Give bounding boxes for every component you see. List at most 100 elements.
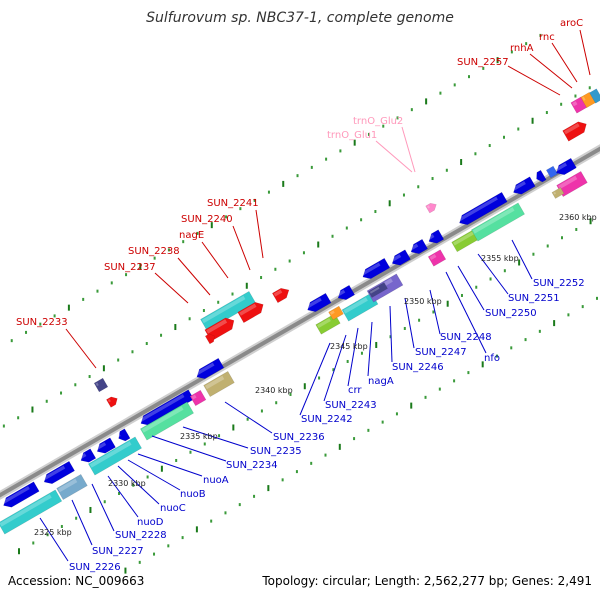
- tick-mark: [96, 289, 99, 293]
- gene-rev-10: [361, 257, 391, 280]
- tick-mark: [195, 526, 198, 533]
- gene-rev-4: [95, 437, 116, 454]
- tick-mark: [546, 244, 549, 248]
- tick-mark: [46, 533, 49, 537]
- tick-mark: [117, 358, 120, 362]
- gene-highlight: [343, 297, 368, 314]
- gene-highlight: [89, 441, 132, 468]
- tick-mark: [124, 567, 127, 574]
- tick-mark: [389, 335, 392, 339]
- leader-nfo: [445, 271, 487, 354]
- gene-highlight: [141, 406, 184, 433]
- gene-highlight: [79, 453, 87, 459]
- leader-sun-2242: [299, 342, 331, 416]
- gene-rev-magenta-2: [427, 249, 447, 267]
- gene-rev-1: [2, 481, 40, 508]
- tick-mark: [202, 309, 205, 313]
- gene-highlight: [317, 318, 331, 328]
- tick-mark: [510, 50, 513, 54]
- tick-mark: [118, 491, 121, 495]
- tick-mark: [203, 442, 206, 446]
- tick-mark: [575, 227, 578, 231]
- gene-highlight: [390, 254, 402, 262]
- tick-mark: [353, 437, 356, 441]
- gene-highlight: [563, 123, 580, 135]
- tick-mark: [267, 190, 270, 194]
- tick-mark: [589, 218, 592, 225]
- leader-sun-2226: [39, 517, 69, 562]
- tick-mark: [339, 149, 342, 153]
- tick-mark: [317, 241, 320, 248]
- tick-mark: [388, 200, 391, 207]
- tick-mark: [175, 458, 178, 462]
- tick-mark: [102, 365, 105, 372]
- tick-mark: [245, 282, 248, 289]
- tick-mark: [396, 116, 399, 120]
- leader-nuob: [127, 459, 181, 491]
- tick-mark: [182, 240, 185, 244]
- gene-rev-navy-2: [368, 282, 388, 298]
- tick-mark: [375, 341, 378, 348]
- tick-mark: [146, 475, 149, 479]
- tick-mark: [225, 215, 228, 219]
- tick-mark: [475, 285, 478, 289]
- tick-mark: [410, 402, 413, 409]
- leader-sun-2250: [457, 265, 485, 311]
- leader-sun-2233: [65, 328, 97, 369]
- gene-highlight: [361, 262, 381, 276]
- gene-rev-16: [536, 169, 547, 183]
- tick-mark: [253, 198, 256, 202]
- tick-mark: [288, 259, 291, 263]
- gene-highlight: [557, 175, 578, 190]
- tick-mark: [32, 541, 35, 545]
- tick-mark: [10, 339, 13, 343]
- tick-mark: [482, 66, 485, 70]
- gene-rev-17: [545, 165, 559, 179]
- tick-mark: [289, 392, 292, 396]
- kbp-label-2360: 2360 kbp: [559, 213, 597, 222]
- tick-mark: [296, 174, 299, 178]
- gene-highlight: [472, 207, 515, 234]
- tick-mark: [45, 399, 48, 403]
- tick-mark: [574, 94, 577, 98]
- leader-sun-2248: [429, 289, 441, 335]
- gene-rev-navy-1: [93, 377, 109, 393]
- gene-rev-steel: [56, 474, 88, 500]
- tick-mark: [453, 83, 456, 87]
- gene-label-rnha: rnhA: [510, 43, 534, 54]
- leader-sun-2247: [404, 297, 415, 349]
- tick-mark: [325, 157, 328, 161]
- tick-mark: [345, 226, 348, 230]
- tick-mark: [567, 313, 570, 317]
- tick-mark: [331, 234, 334, 238]
- tick-mark: [467, 371, 470, 375]
- gene-label-nfo: nfo: [484, 353, 500, 364]
- tick-mark: [424, 395, 427, 399]
- gene-highlight: [427, 234, 435, 240]
- tick-mark: [324, 453, 327, 457]
- gene-label-crr: crr: [348, 385, 362, 396]
- tick-mark: [253, 494, 256, 498]
- gene-fwd-red-6: [562, 121, 587, 142]
- gene-rev-8: [306, 292, 332, 313]
- leader-rnha: [529, 53, 573, 89]
- tick-mark: [360, 218, 363, 222]
- tick-mark: [17, 416, 20, 420]
- gene-label-sun-2228: SUN_2228: [115, 530, 167, 541]
- tick-mark: [460, 293, 463, 297]
- gene-highlight: [306, 297, 322, 309]
- gene-highlight: [329, 310, 335, 315]
- tick-mark: [274, 267, 277, 271]
- kbp-scale: 2325 kbp 2330 kbp 2335 kbp 2340 kbp 2345…: [34, 213, 597, 537]
- tick-mark: [553, 320, 556, 327]
- gene-highlight: [336, 289, 346, 297]
- tick-mark: [60, 524, 63, 528]
- leader-sun-2257: [507, 65, 561, 96]
- leader-sun-2252: [511, 239, 533, 280]
- gene-label-naga: nagA: [368, 376, 394, 387]
- genome-backbone: [0, 144, 600, 500]
- tick-mark: [425, 98, 428, 105]
- tick-mark: [132, 483, 135, 487]
- tick-mark: [467, 75, 470, 79]
- tick-mark: [89, 506, 92, 513]
